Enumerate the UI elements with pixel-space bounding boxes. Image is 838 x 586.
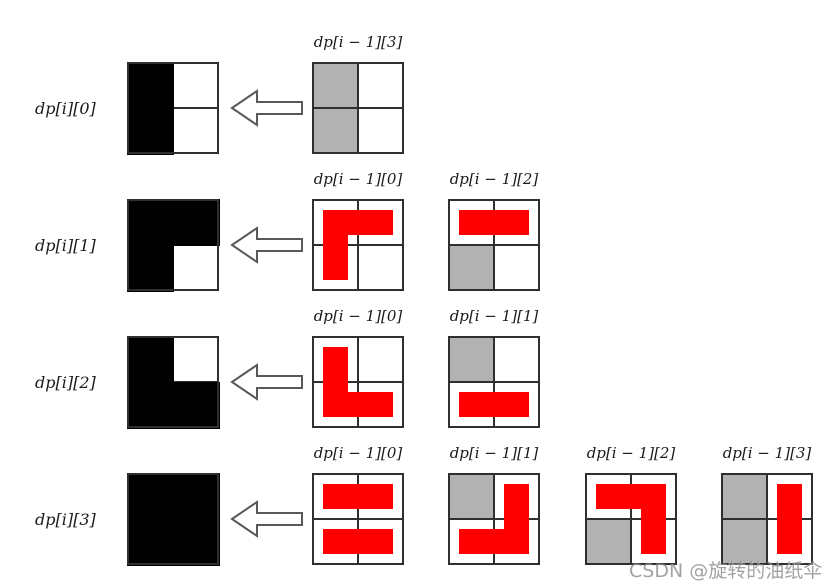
gray-cell-tl [448, 473, 494, 519]
gray-cell-tl [448, 336, 494, 382]
target-grid-dp-i-1 [127, 199, 220, 292]
black-cell-tl [127, 199, 174, 246]
target-grid-dp-i-0 [127, 62, 219, 155]
grid-border [585, 473, 677, 565]
black-cell-bl [127, 108, 174, 155]
grid-inner-hline [448, 381, 540, 383]
source-label-row3-col0: dp[i − 1][0] [313, 444, 403, 462]
grid-border [312, 62, 404, 154]
black-cell-tr [173, 199, 220, 246]
source-grid-row3-col1 [448, 473, 540, 565]
black-cell-tl [127, 62, 174, 109]
left-arrow-icon [230, 363, 303, 401]
red-tile-double-bar [323, 484, 393, 509]
source-grid-row1-col0 [312, 199, 404, 291]
row-label-dp-i-1: dp[i][1] [35, 236, 96, 255]
gray-cell-bl [721, 519, 767, 565]
gray-cell-bl [448, 245, 494, 291]
source-label-row3-col1: dp[i − 1][1] [449, 444, 539, 462]
black-cell-bl [127, 382, 174, 429]
source-label-row3-col2: dp[i − 1][2] [586, 444, 676, 462]
source-grid-row1-col1 [448, 199, 540, 291]
black-cell-bl [127, 245, 174, 292]
grid-border [448, 199, 540, 291]
gray-cell-tl [312, 62, 358, 108]
source-grid-row3-col3 [721, 473, 813, 565]
grid-border [312, 473, 404, 565]
black-cell-tl [127, 473, 174, 520]
source-grid-row3-col0 [312, 473, 404, 565]
red-tile-double-bar [323, 529, 393, 554]
grid-inner-hline [721, 518, 813, 520]
source-label-row1-col0: dp[i − 1][0] [313, 170, 403, 188]
grid-border [448, 473, 540, 565]
source-label-row1-col1: dp[i − 1][2] [449, 170, 539, 188]
left-arrow-icon [230, 226, 303, 264]
black-cell-tl [127, 336, 174, 383]
red-tile-corner-top-right [641, 484, 666, 554]
gray-cell-bl [585, 519, 631, 565]
source-label-row3-col3: dp[i − 1][3] [722, 444, 812, 462]
red-tile-bar-top [459, 210, 529, 235]
grid-border [127, 62, 219, 154]
red-tile-corner-bottom-left [323, 392, 393, 417]
target-grid-dp-i-2 [127, 336, 220, 429]
source-label-row0-col0: dp[i − 1][3] [313, 33, 403, 51]
grid-border [312, 336, 404, 428]
red-tile-corner-bottom-right [459, 529, 529, 554]
source-label-row2-col1: dp[i − 1][1] [449, 307, 539, 325]
source-grid-row3-col2 [585, 473, 677, 565]
black-cell-br [173, 382, 220, 429]
gray-cell-tl [721, 473, 767, 519]
grid-border [127, 199, 219, 291]
grid-border [448, 336, 540, 428]
source-grid-row2-col0 [312, 336, 404, 428]
target-grid-dp-i-3 [127, 473, 220, 566]
source-grid-row2-col1 [448, 336, 540, 428]
grid-inner-hline [312, 244, 404, 246]
grid-border [721, 473, 813, 565]
red-tile-corner-top-left [323, 210, 393, 235]
grid-inner-hline [448, 518, 540, 520]
black-cell-br [173, 519, 220, 566]
grid-border [127, 336, 219, 428]
grid-border [127, 473, 219, 565]
black-cell-tr [173, 473, 220, 520]
grid-inner-hline [448, 244, 540, 246]
grid-border [312, 199, 404, 291]
left-arrow-icon [230, 89, 303, 127]
row-label-dp-i-0: dp[i][0] [35, 99, 96, 118]
watermark: CSDN @旋转的油纸伞 [629, 560, 823, 582]
gray-cell-bl [312, 108, 358, 154]
left-arrow-icon [230, 500, 303, 538]
grid-inner-hline [585, 518, 677, 520]
grid-inner-hline [312, 107, 404, 109]
grid-inner-hline [312, 518, 404, 520]
grid-inner-hline [312, 381, 404, 383]
red-tile-bar-bottom [459, 392, 529, 417]
source-label-row2-col0: dp[i − 1][0] [313, 307, 403, 325]
row-label-dp-i-2: dp[i][2] [35, 373, 96, 392]
black-cell-bl [127, 519, 174, 566]
red-tile-bar-right [777, 484, 802, 554]
source-grid-row0-col0 [312, 62, 404, 154]
row-label-dp-i-3: dp[i][3] [35, 510, 96, 529]
